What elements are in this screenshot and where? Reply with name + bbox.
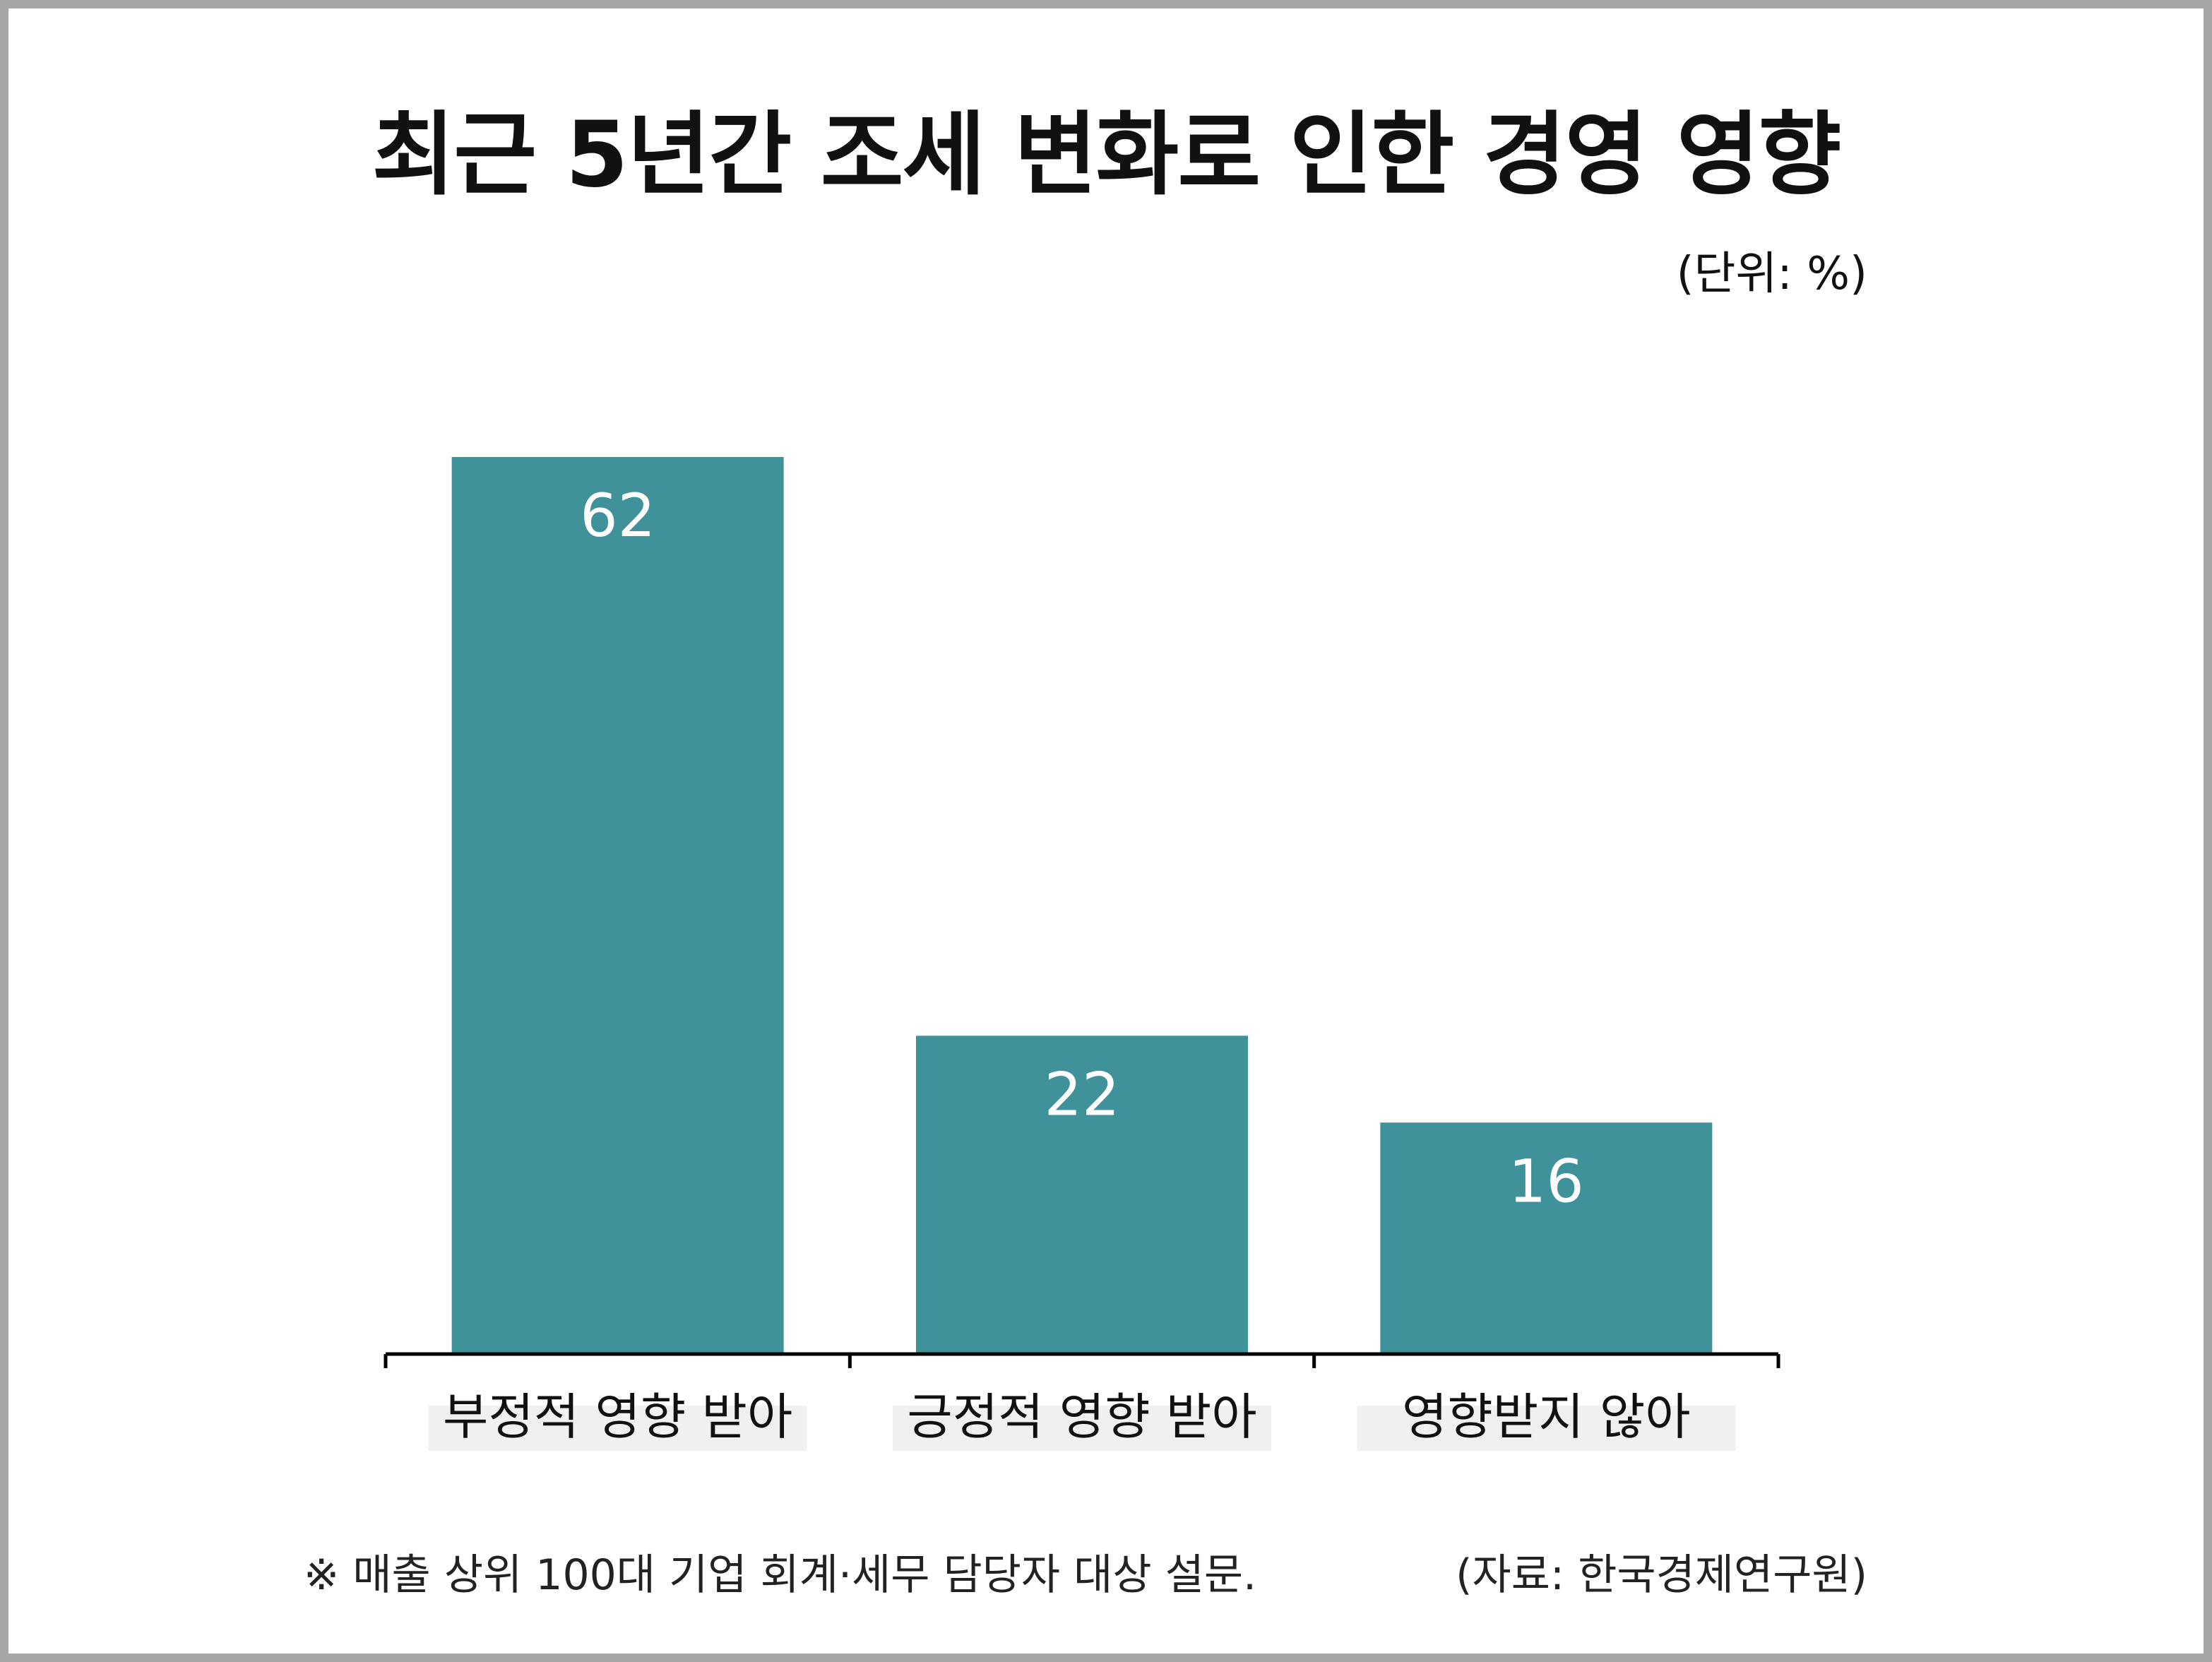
data-label: 22 [1045,1059,1120,1129]
category-label: 부정적 영향 받아 [443,1388,792,1446]
bar [451,457,784,1354]
data-label: 16 [1509,1146,1584,1216]
bar [1380,1122,1713,1354]
footnote: ※ 매출 상위 100대 기업 회계·세무 담당자 대상 설문. [304,1550,1257,1600]
source-note: (자료: 한국경제연구원) [1456,1550,1867,1600]
category-label: 영향받지 않아 [1402,1388,1691,1446]
category-label-bg [1357,1406,1736,1451]
chart-title: 최근 5년간 조세 변화로 인한 경영 영향 [371,102,1842,208]
data-label: 62 [580,481,655,550]
category-label-bg [893,1406,1271,1451]
unit-label: (단위: %) [1676,248,1867,300]
category-label: 긍정적 영향 받아 [907,1388,1256,1446]
category-label-bg [428,1406,807,1451]
bar [916,1035,1248,1354]
